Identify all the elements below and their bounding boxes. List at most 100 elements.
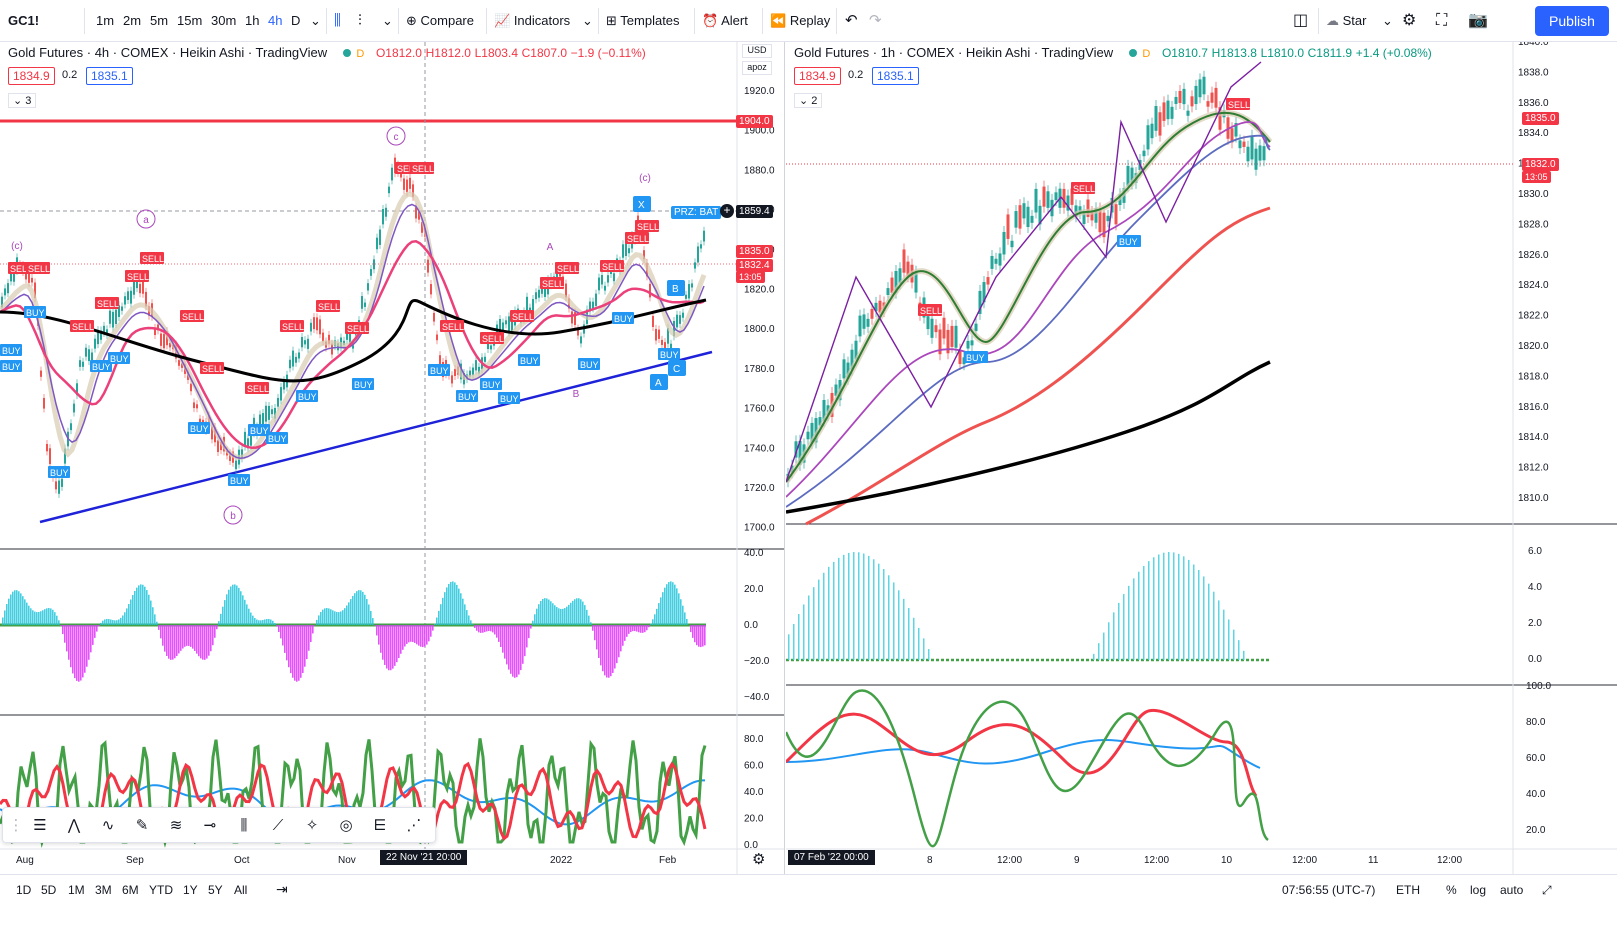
right-chart-pane[interactable]: 1840.0 1838.0 1836.0 1834.0 1832.0 1830.0 1828…	[786, 42, 1617, 874]
publish-button[interactable]: Publish	[1535, 6, 1609, 36]
settings-lines-icon[interactable]: ⋰	[406, 817, 422, 834]
percent-toggle[interactable]: %	[1446, 883, 1457, 897]
indicators-toggle[interactable]: ⌄ 3	[8, 93, 37, 108]
osc-bar	[206, 625, 208, 659]
horizontal-lines-icon[interactable]: ☰	[33, 817, 47, 834]
fullscreen-toggle-icon[interactable]: ⤢	[1542, 883, 1552, 897]
candle-body	[814, 418, 818, 443]
sell-price-button[interactable]: 1834.9	[794, 67, 841, 85]
range-all[interactable]: All	[234, 883, 248, 897]
range-1m[interactable]: 1M	[68, 883, 85, 897]
channel-icon[interactable]: ⋿	[373, 817, 387, 834]
interval-30m[interactable]: 30m	[211, 13, 237, 28]
buy-price-button[interactable]: 1835.1	[86, 67, 133, 85]
abcd-pattern-icon[interactable]: ⋀	[67, 817, 81, 834]
range-1d[interactable]: 1D	[16, 883, 32, 897]
price-axis-label: 1840.0	[1518, 42, 1549, 48]
osc-bar	[702, 625, 704, 647]
indicators-button[interactable]: 📈 Indicators	[494, 8, 570, 34]
interval-d[interactable]: D	[291, 13, 301, 28]
templates-button[interactable]: ⊞ Templates	[606, 8, 680, 34]
osc-bar	[1178, 553, 1180, 660]
chart-type-dropdown-icon[interactable]: ⌄	[382, 13, 393, 28]
osc-bar	[240, 591, 242, 625]
layout-dropdown-icon[interactable]: ⌄	[1382, 13, 1393, 28]
undo-icon[interactable]: ↶	[845, 12, 858, 29]
sell-price-button[interactable]: 1834.9	[8, 67, 55, 85]
drag-handle-icon[interactable]: ⋮	[8, 817, 24, 834]
range-5y[interactable]: 5Y	[208, 883, 223, 897]
interval-4h[interactable]: 4h	[268, 13, 283, 28]
elliott-wave-icon[interactable]: ∿	[101, 817, 115, 834]
compare-button[interactable]: ⊕ Compare	[406, 8, 474, 34]
divider	[84, 8, 85, 34]
trend-line-icon[interactable]: ⟋	[272, 817, 284, 834]
goto-date-icon[interactable]: ⇥	[276, 881, 288, 897]
candles-icon[interactable]: ⫶	[358, 12, 362, 29]
clock[interactable]: 07:56:55 (UTC-7)	[1282, 883, 1376, 897]
osc-bar	[390, 625, 392, 671]
candle-body	[262, 413, 264, 429]
range-5d[interactable]: 5D	[41, 883, 57, 897]
candle-body	[1234, 123, 1238, 137]
osc-bar	[364, 594, 366, 625]
indicators-dropdown-icon[interactable]: ⌄	[582, 13, 593, 28]
currency-selector[interactable]: USD	[742, 44, 772, 58]
log-toggle[interactable]: log	[1470, 883, 1487, 897]
auto-toggle[interactable]: auto	[1500, 883, 1524, 897]
interval-1h[interactable]: 1h	[245, 13, 260, 28]
left-chart-canvas[interactable]: 1920.01900.01880.01860.01840.01820.01800…	[0, 42, 785, 874]
interval-15m[interactable]: 15m	[177, 13, 203, 28]
osc-bar	[380, 625, 382, 653]
brush-icon[interactable]: ✎	[135, 817, 149, 834]
interval-2m[interactable]: 2m	[123, 13, 142, 28]
rsi-axis-label: 80.0	[744, 734, 764, 745]
osc-bar	[284, 625, 286, 653]
range-1y[interactable]: 1Y	[183, 883, 198, 897]
data-badge: D	[356, 48, 365, 60]
interval-5m[interactable]: 5m	[150, 13, 169, 28]
divider	[836, 8, 837, 34]
buy-signal	[480, 378, 502, 390]
gann-icon[interactable]: ◎	[339, 817, 353, 834]
sell-signal	[95, 297, 119, 309]
chart-settings-gear-icon[interactable]: ⚙	[752, 851, 766, 868]
redo-icon[interactable]: ↷	[869, 12, 882, 29]
candle-body	[364, 302, 366, 307]
range-6m[interactable]: 6M	[122, 883, 139, 897]
session-button[interactable]: ETH	[1396, 883, 1420, 897]
camera-icon[interactable]: 📷	[1468, 12, 1488, 29]
bar-style-icon[interactable]: ⫼	[334, 12, 341, 29]
ray-icon[interactable]: ⊸	[203, 817, 217, 834]
fullscreen-icon[interactable]: ⛶	[1436, 12, 1448, 29]
alert-button[interactable]: ⏰ Alert	[702, 8, 748, 34]
buy-price-button[interactable]: 1835.1	[872, 67, 919, 85]
left-chart-pane[interactable]: 1920.01900.01880.01860.01840.01820.01800…	[0, 42, 785, 874]
layout-split-icon[interactable]: ◫	[1293, 12, 1309, 29]
scale-mode-selector[interactable]: apoz	[742, 61, 772, 75]
osc-bar	[324, 608, 326, 625]
candle-body	[505, 320, 507, 325]
osc-bar	[286, 625, 288, 661]
candle-body	[535, 292, 537, 300]
indicators-toggle[interactable]: ⌄ 2	[794, 93, 823, 108]
buy-signal-label: BUY	[26, 308, 45, 318]
interval-dropdown-icon[interactable]: ⌄	[310, 13, 321, 28]
osc-bar	[36, 612, 38, 625]
range-ytd[interactable]: YTD	[149, 883, 173, 897]
sell-signal-label: SELL	[202, 364, 224, 374]
pattern-icon[interactable]: ✧	[305, 817, 319, 834]
replay-button[interactable]: ⏪ Replay	[770, 8, 830, 34]
fib-icon[interactable]: ≋	[169, 817, 183, 834]
price-range-icon[interactable]: ⫼	[240, 817, 248, 834]
add-plus-icon[interactable]: +	[720, 204, 734, 218]
osc-bar	[670, 581, 672, 625]
gear-icon[interactable]: ⚙	[1402, 12, 1417, 29]
right-chart-canvas[interactable]: 1840.0 1838.0 1836.0 1834.0 1832.0 1830.0 1828…	[786, 42, 1617, 874]
interval-1m[interactable]: 1m	[96, 13, 115, 28]
candle-body	[1074, 205, 1078, 217]
layout-save-button[interactable]: ☁ Star	[1326, 8, 1366, 34]
range-3m[interactable]: 3M	[95, 883, 112, 897]
osc-bar	[278, 625, 280, 633]
symbol-search[interactable]: GC1!	[8, 13, 40, 28]
